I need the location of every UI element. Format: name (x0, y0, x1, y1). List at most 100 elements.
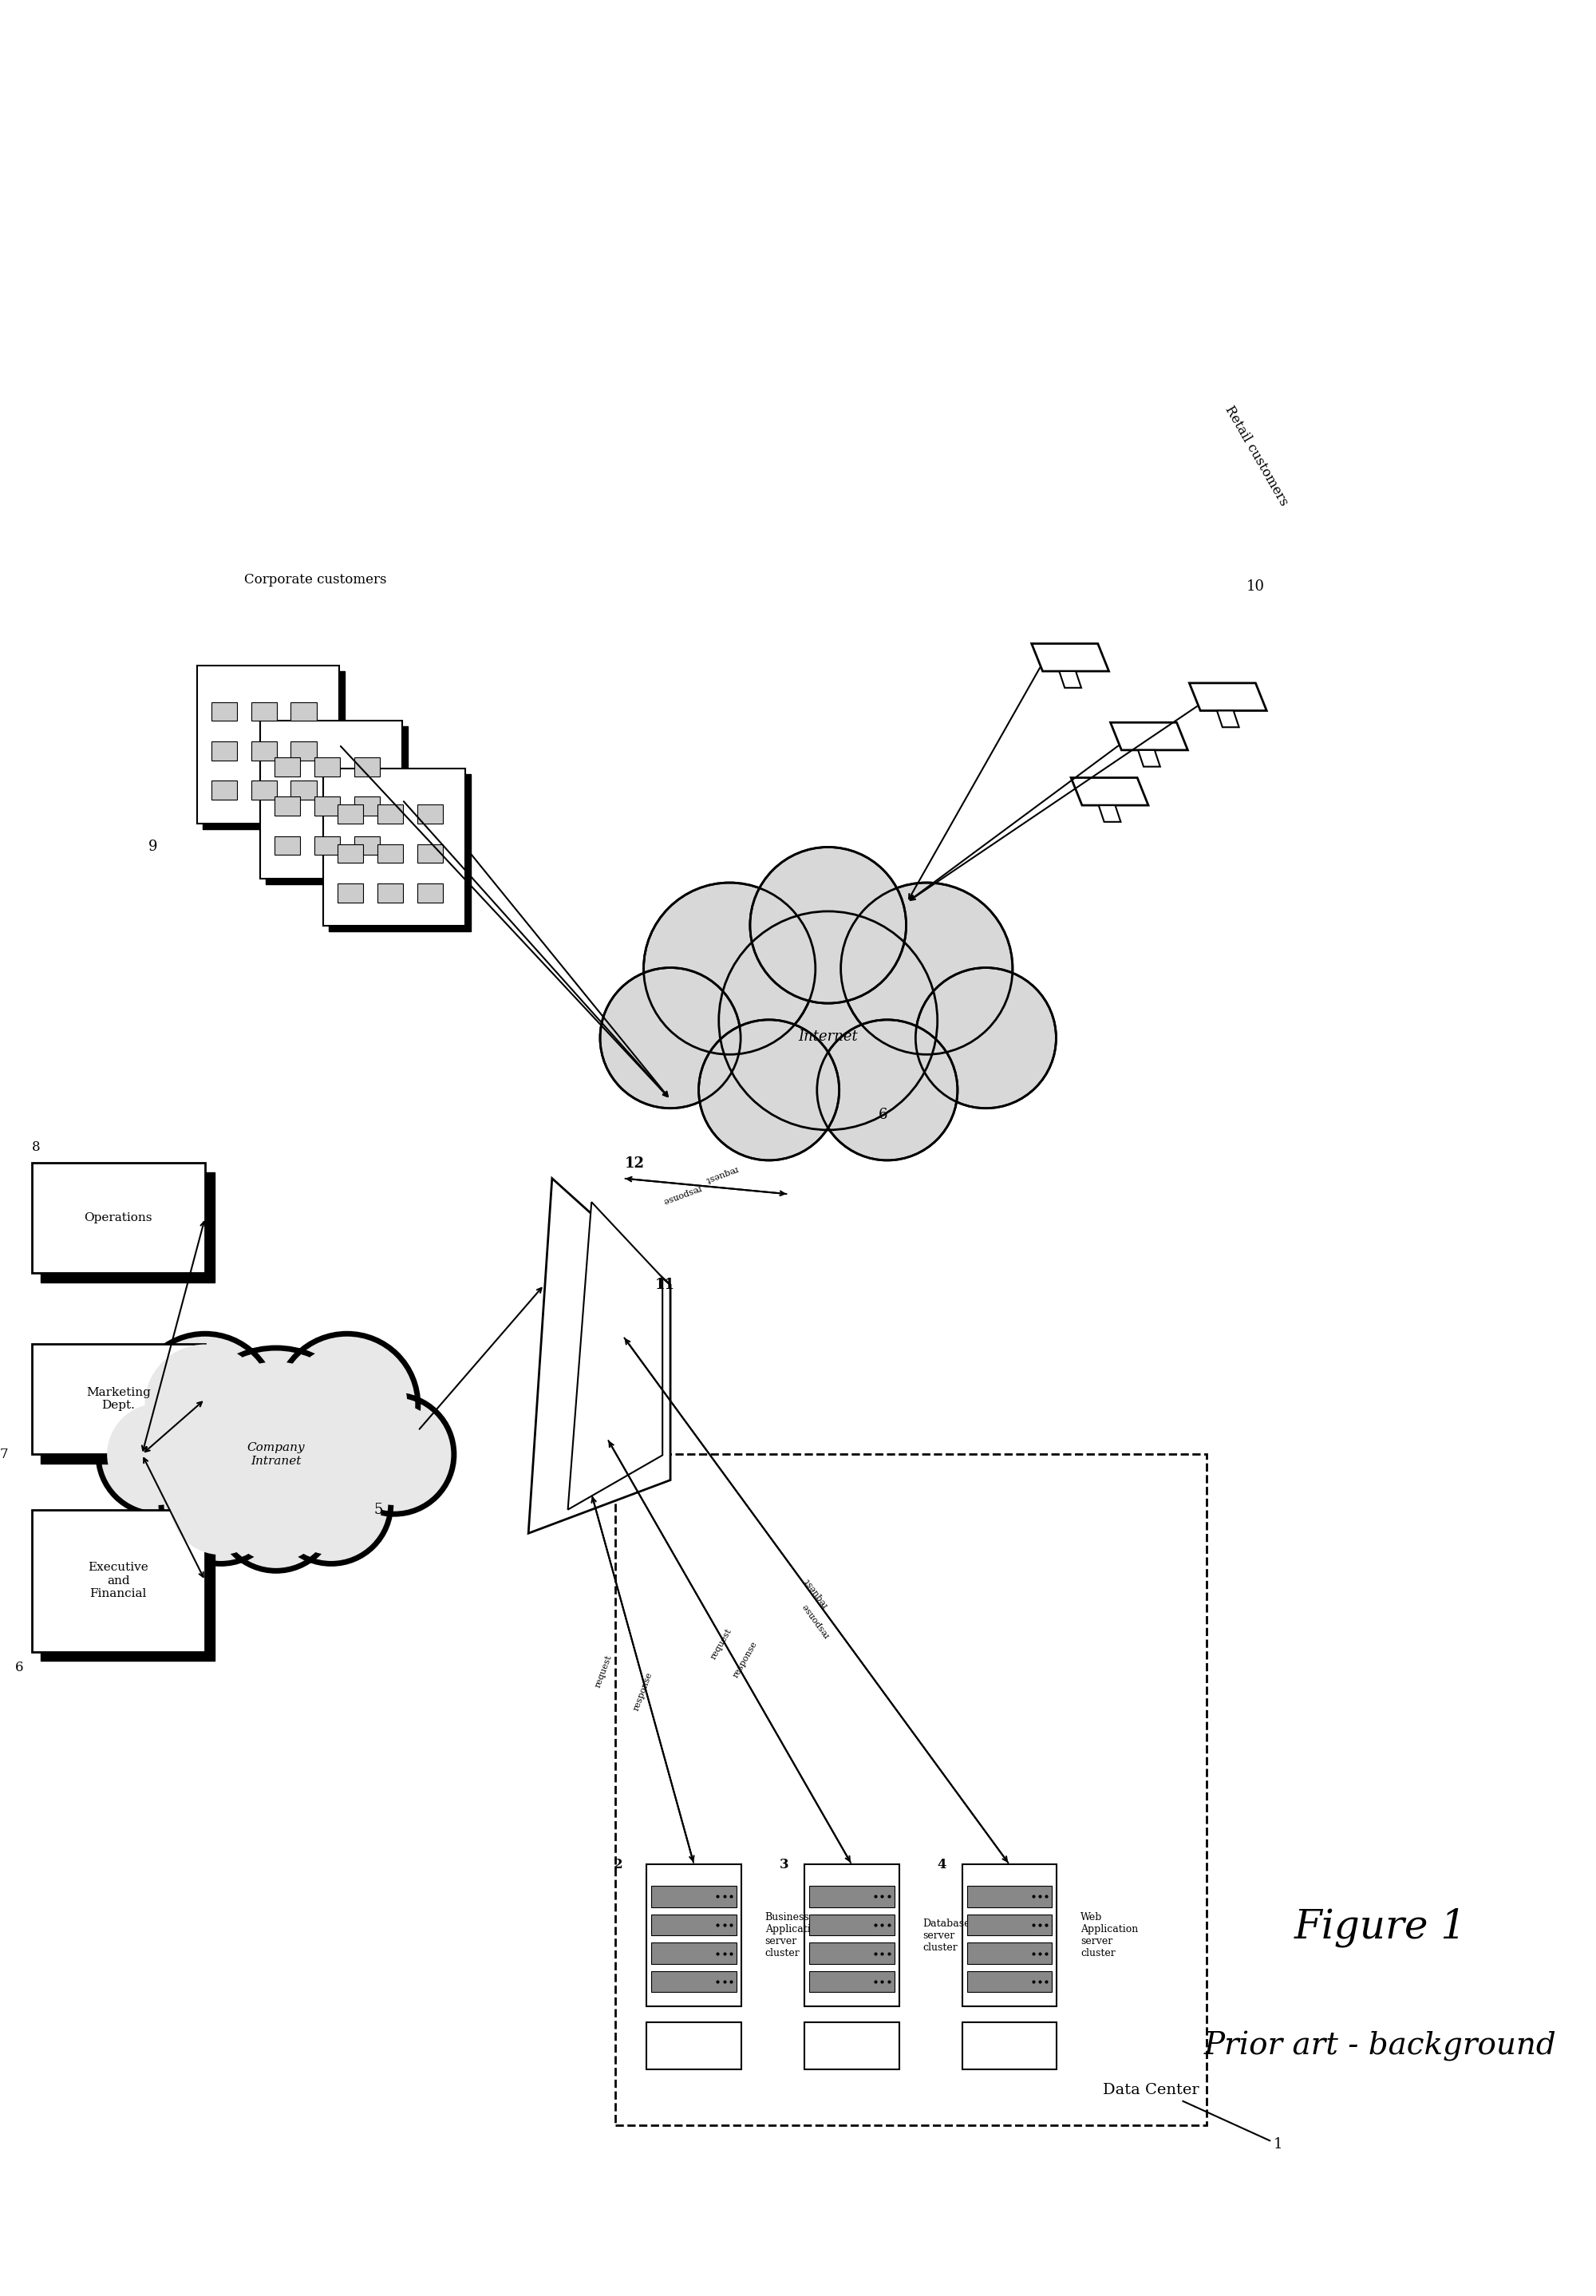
FancyBboxPatch shape (377, 884, 402, 902)
FancyBboxPatch shape (251, 742, 276, 760)
FancyBboxPatch shape (962, 1864, 1057, 2007)
FancyBboxPatch shape (337, 804, 364, 824)
Circle shape (145, 1345, 265, 1465)
FancyBboxPatch shape (651, 1942, 737, 1963)
Text: Data Center: Data Center (1103, 2082, 1199, 2096)
FancyBboxPatch shape (314, 836, 340, 854)
FancyBboxPatch shape (804, 2023, 899, 2069)
Text: Operations: Operations (85, 1212, 152, 1224)
Text: response: response (731, 1639, 758, 1678)
FancyBboxPatch shape (41, 1352, 214, 1465)
FancyBboxPatch shape (275, 836, 300, 854)
Circle shape (225, 1460, 327, 1561)
FancyBboxPatch shape (809, 1885, 894, 1908)
FancyBboxPatch shape (260, 721, 402, 879)
Text: request: request (803, 1577, 830, 1609)
Circle shape (718, 912, 937, 1130)
Circle shape (161, 1444, 281, 1564)
Text: 11: 11 (654, 1277, 675, 1293)
Text: 10: 10 (1246, 579, 1264, 595)
FancyBboxPatch shape (203, 670, 345, 829)
Circle shape (271, 1444, 391, 1564)
Text: 4: 4 (937, 1857, 946, 1871)
Text: 8: 8 (32, 1141, 40, 1153)
FancyBboxPatch shape (651, 1885, 737, 1908)
Polygon shape (1031, 643, 1109, 670)
FancyBboxPatch shape (290, 742, 316, 760)
FancyBboxPatch shape (41, 1171, 214, 1283)
Circle shape (184, 1348, 369, 1531)
FancyBboxPatch shape (809, 1942, 894, 1963)
Polygon shape (1060, 670, 1080, 689)
FancyBboxPatch shape (417, 845, 442, 863)
Text: Database
server
cluster: Database server cluster (922, 1919, 970, 1952)
Polygon shape (568, 1203, 662, 1511)
Circle shape (134, 1334, 276, 1476)
FancyBboxPatch shape (41, 1520, 214, 1660)
FancyBboxPatch shape (651, 1915, 737, 1936)
Text: 3: 3 (779, 1857, 788, 1871)
FancyBboxPatch shape (809, 1970, 894, 1993)
FancyBboxPatch shape (646, 1864, 742, 2007)
Circle shape (97, 1394, 217, 1513)
Text: 6: 6 (16, 1660, 24, 1674)
Text: request: request (704, 1164, 739, 1185)
FancyBboxPatch shape (377, 804, 402, 824)
Polygon shape (1111, 723, 1187, 751)
FancyBboxPatch shape (290, 781, 316, 799)
Text: Marketing
Dept.: Marketing Dept. (86, 1387, 150, 1412)
Circle shape (217, 1451, 335, 1570)
Circle shape (287, 1345, 407, 1465)
Circle shape (171, 1453, 271, 1554)
FancyBboxPatch shape (290, 703, 316, 721)
FancyBboxPatch shape (354, 758, 380, 776)
Text: Internet: Internet (798, 1029, 859, 1045)
Circle shape (343, 1403, 445, 1506)
FancyBboxPatch shape (417, 804, 442, 824)
Circle shape (276, 1334, 418, 1476)
FancyBboxPatch shape (804, 1864, 899, 2007)
FancyBboxPatch shape (32, 1162, 204, 1272)
Text: Prior art - background: Prior art - background (1203, 2030, 1556, 2062)
FancyBboxPatch shape (354, 797, 380, 815)
Circle shape (916, 967, 1057, 1109)
Text: Company
Intranet: Company Intranet (247, 1442, 305, 1467)
FancyBboxPatch shape (646, 2023, 742, 2069)
FancyBboxPatch shape (211, 781, 236, 799)
Circle shape (107, 1403, 209, 1506)
Text: Corporate customers: Corporate customers (244, 574, 386, 588)
Text: Web
Application
server
cluster: Web Application server cluster (1080, 1913, 1138, 1958)
Circle shape (750, 847, 907, 1003)
Circle shape (841, 882, 1012, 1054)
Text: 9: 9 (148, 840, 158, 854)
FancyBboxPatch shape (198, 666, 338, 824)
Text: Retail customers: Retail customers (1223, 404, 1291, 507)
FancyBboxPatch shape (962, 2023, 1057, 2069)
Text: 12: 12 (626, 1157, 645, 1171)
FancyBboxPatch shape (967, 1915, 1052, 1936)
Polygon shape (1138, 751, 1160, 767)
Polygon shape (1071, 778, 1148, 806)
Polygon shape (528, 1178, 670, 1534)
Text: 6: 6 (879, 1109, 887, 1123)
Text: response: response (801, 1600, 832, 1639)
FancyBboxPatch shape (324, 769, 466, 925)
FancyBboxPatch shape (314, 758, 340, 776)
FancyBboxPatch shape (251, 781, 276, 799)
FancyBboxPatch shape (337, 845, 364, 863)
Circle shape (198, 1362, 354, 1518)
Circle shape (600, 967, 741, 1109)
Circle shape (817, 1019, 958, 1159)
FancyBboxPatch shape (967, 1970, 1052, 1993)
FancyBboxPatch shape (967, 1885, 1052, 1908)
FancyBboxPatch shape (314, 797, 340, 815)
Polygon shape (1189, 682, 1267, 712)
FancyBboxPatch shape (251, 703, 276, 721)
FancyBboxPatch shape (354, 836, 380, 854)
FancyBboxPatch shape (337, 884, 364, 902)
Circle shape (699, 1019, 839, 1159)
Circle shape (335, 1394, 453, 1513)
FancyBboxPatch shape (377, 845, 402, 863)
FancyBboxPatch shape (211, 703, 236, 721)
FancyBboxPatch shape (329, 774, 471, 932)
